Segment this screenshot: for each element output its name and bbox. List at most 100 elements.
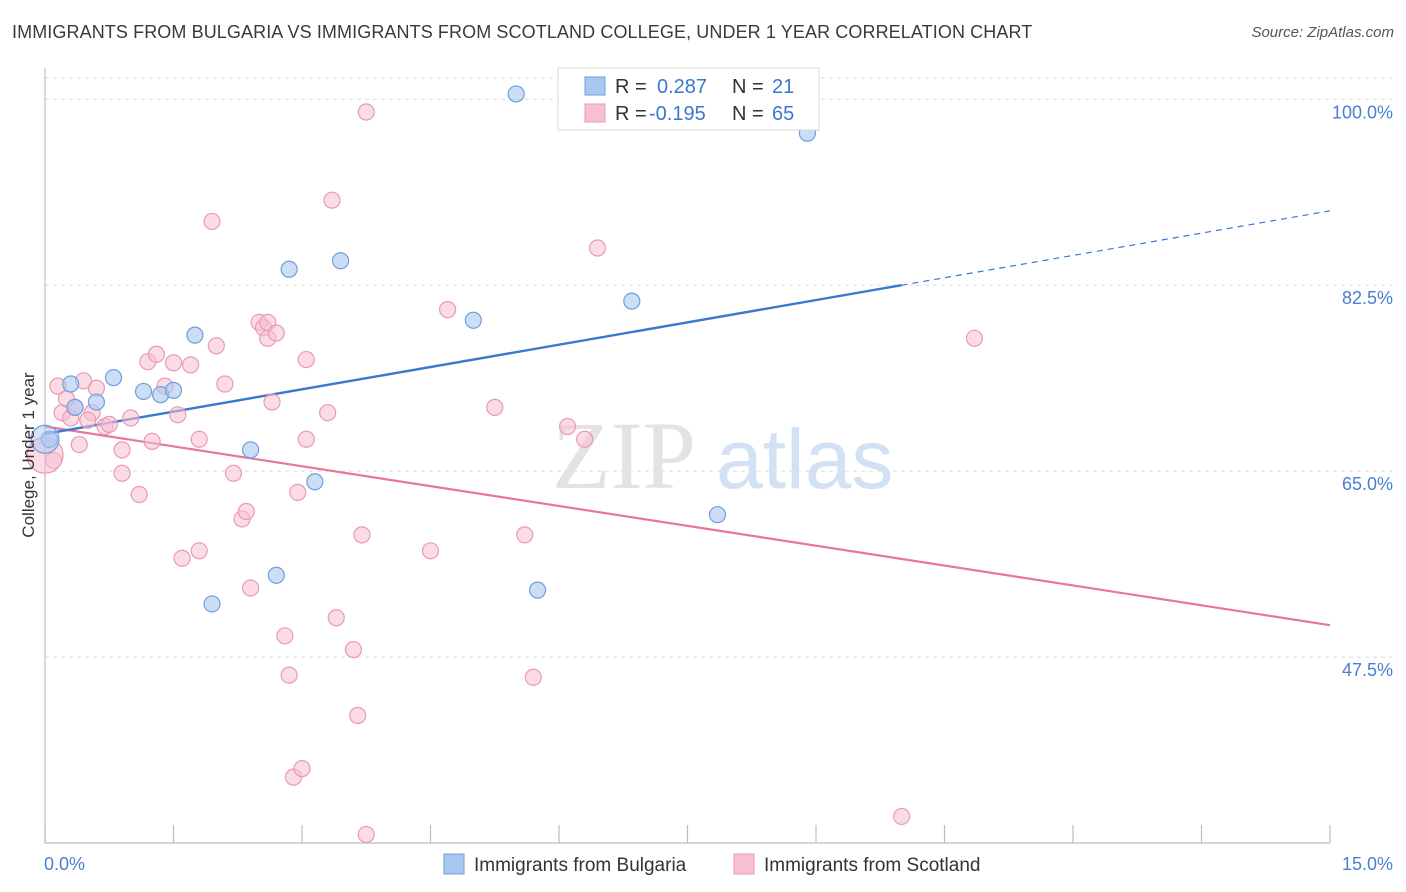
x-tick-labels: 0.0% 15.0%: [44, 854, 1393, 874]
scotland-point: [344, 641, 362, 659]
scotland-point: [319, 404, 337, 422]
scotland-point: [169, 406, 187, 424]
scotland-point: [576, 430, 594, 448]
bulgaria-point: [186, 326, 204, 344]
scotland-point: [100, 415, 118, 433]
source-label: Source: ZipAtlas.com: [1251, 24, 1394, 41]
scotland-point: [164, 354, 183, 372]
scotland-point: [203, 212, 221, 231]
scotland-point: [79, 411, 97, 429]
scotland-point: [558, 417, 577, 436]
y-axis-title: College, Under 1 year: [19, 372, 38, 538]
legend-r-label-bulgaria: R =: [615, 76, 647, 98]
scotland-point: [130, 485, 148, 504]
scotland-point: [327, 609, 345, 627]
bulgaria-point: [708, 506, 727, 524]
x-tick-label-max: 15.0%: [1342, 854, 1393, 874]
scotland-point: [207, 337, 225, 355]
scotland-points: [26, 103, 984, 844]
bottom-legend-swatch-bulgaria: [443, 853, 465, 875]
series-legend: Immigrants from Bulgaria Immigrants from…: [443, 853, 980, 876]
bottom-legend-label-bulgaria: Immigrants from Bulgaria: [474, 855, 687, 876]
scotland-point: [190, 542, 208, 560]
bulgaria-point: [62, 375, 80, 393]
y-tick-label: 82.5%: [1342, 288, 1393, 308]
scotland-point: [242, 579, 260, 597]
bulgaria-trend-line: [44, 284, 902, 436]
legend-r-value-bulgaria: 0.287: [657, 76, 707, 98]
bulgaria-point: [242, 441, 260, 459]
scotland-point: [421, 542, 440, 560]
y-tick-labels: 47.5% 65.0% 82.5% 100.0%: [1332, 102, 1393, 680]
bulgaria-point: [280, 260, 298, 278]
scotland-point: [965, 329, 984, 347]
bulgaria-trend-extension: [901, 210, 1331, 286]
y-tick-label: 100.0%: [1332, 102, 1393, 122]
scotland-point: [267, 324, 285, 342]
scotland-point: [893, 807, 911, 826]
bulgaria-point: [623, 292, 641, 310]
bulgaria-point: [87, 393, 106, 411]
watermark-atlas: atlas: [716, 412, 893, 506]
legend-n-value-bulgaria: 21: [772, 76, 794, 98]
bulgaria-point: [164, 381, 183, 399]
legend-n-value-scotland: 65: [772, 103, 794, 125]
bulgaria-point: [528, 581, 547, 599]
bulgaria-point: [306, 473, 324, 491]
bulgaria-point: [507, 85, 525, 103]
bulgaria-point: [134, 382, 153, 401]
scotland-point: [143, 432, 161, 450]
scotland-point: [297, 430, 315, 448]
scotland-point: [289, 483, 307, 501]
bulgaria-point: [464, 311, 482, 329]
scotland-point: [357, 103, 375, 121]
legend-swatch-bulgaria: [584, 76, 606, 96]
stats-legend: R = 0.287 N = 21 R = -0.195 N = 65: [557, 67, 820, 131]
scotland-point: [516, 526, 534, 544]
scotland-point: [357, 825, 375, 844]
bulgaria-point: [66, 398, 84, 416]
scotland-point: [524, 668, 542, 686]
scotland-point: [293, 760, 311, 778]
scotland-trend-line: [44, 425, 1331, 627]
scotland-point: [353, 526, 371, 544]
bulgaria-point: [267, 566, 285, 584]
scotland-point: [486, 398, 504, 416]
scotland-point: [276, 627, 294, 645]
bottom-legend-swatch-scotland: [733, 853, 755, 875]
scotland-point: [237, 502, 255, 521]
y-tick-label: 65.0%: [1342, 474, 1393, 494]
x-tick-label-min: 0.0%: [44, 854, 85, 874]
bulgaria-point: [104, 369, 123, 387]
scotland-point: [190, 430, 208, 448]
scotland-point: [173, 549, 191, 567]
bulgaria-points: [30, 85, 817, 613]
legend-swatch-scotland: [584, 103, 606, 123]
legend-n-label-bulgaria: N =: [732, 76, 764, 98]
bottom-legend-label-scotland: Immigrants from Scotland: [764, 855, 980, 876]
y-tick-label: 47.5%: [1342, 660, 1393, 680]
bulgaria-point: [203, 595, 221, 613]
watermark: ZIP atlas: [552, 402, 893, 509]
legend-n-label-scotland: N =: [732, 103, 764, 125]
scotland-point: [113, 441, 131, 459]
legend-r-label-scotland: R =: [615, 103, 647, 125]
trend-lines: [44, 210, 1331, 627]
bulgaria-point: [331, 252, 350, 270]
scotland-point: [349, 706, 367, 725]
scotland-point: [588, 239, 607, 257]
watermark-zip: ZIP: [552, 402, 696, 509]
scotland-point: [70, 435, 88, 454]
scotland-point: [147, 345, 165, 363]
scotland-point: [280, 666, 298, 684]
scotland-point: [263, 393, 281, 411]
scotland-point: [182, 356, 200, 374]
scotland-point: [224, 464, 243, 482]
scotland-point: [439, 301, 457, 319]
chart-title: IMMIGRANTS FROM BULGARIA VS IMMIGRANTS F…: [12, 22, 1033, 42]
scotland-point: [113, 464, 131, 482]
legend-r-value-scotland: -0.195: [649, 103, 706, 125]
scotland-point: [297, 350, 315, 369]
scotland-point: [216, 375, 234, 393]
